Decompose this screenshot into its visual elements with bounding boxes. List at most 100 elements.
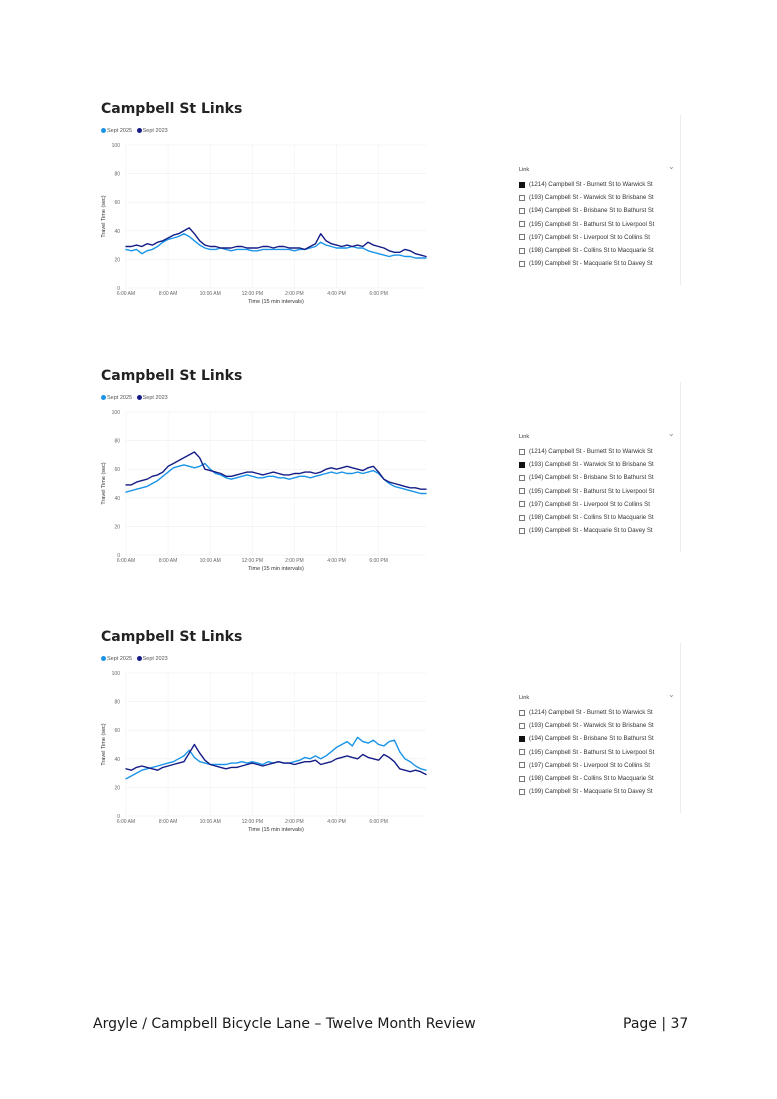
checkbox-checked[interactable] [519,181,525,188]
y-tick-label: 80 [114,700,120,706]
line-chart: 0 20 40 60 80 100 6:00 AM 8:00 AM 10:00 AM 12:00 … [101,671,427,833]
checkbox[interactable] [519,749,525,756]
slicer-header: Link [519,695,530,701]
checkbox[interactable] [519,260,525,267]
y-tick-label: 20 [114,785,120,791]
slicer-option[interactable]: (199) Campbell St - Macquarie St to Dave… [519,257,654,270]
slicer-option[interactable]: (1214) Campbell St - Burnett St to Warwi… [519,445,654,458]
slicer-option[interactable]: (198) Campbell St - Collins St to Macqua… [519,772,654,785]
y-tick-label: 40 [114,757,120,763]
y-tick-label: 20 [114,257,120,263]
checkbox-checked[interactable] [519,735,525,742]
slicer-option[interactable]: (197) Campbell St - Liverpool St to Coll… [519,498,654,511]
slicer-option[interactable]: (193) Campbell St - Warwick St to Brisba… [519,458,654,471]
slicer-option[interactable]: (194) Campbell St - Brisbane St to Bathu… [519,732,654,745]
series-line-sept-2023 [125,227,427,258]
chevron-down-icon[interactable]: ⌄ [668,690,675,699]
slicer-option[interactable]: (193) Campbell St - Warwick St to Brisba… [519,191,654,204]
x-tick-label: 4:00 PM [327,558,346,564]
checkbox[interactable] [519,527,525,534]
slicer-option[interactable]: (195) Campbell St - Bathurst St to Liver… [519,746,654,759]
y-tick-label: 40 [114,229,120,235]
checkbox[interactable] [519,194,525,201]
slicer-option-label: (199) Campbell St - Macquarie St to Dave… [529,788,653,796]
checkbox[interactable] [519,788,525,795]
chart-panel-3: Campbell St Links Sept 2025 Sept 2023 0 2… [0,629,777,839]
checkbox[interactable] [519,234,525,241]
slicer-option-label: (1214) Campbell St - Burnett St to Warwi… [529,181,653,189]
checkbox[interactable] [519,775,525,782]
slicer-option[interactable]: (1214) Campbell St - Burnett St to Warwi… [519,706,654,719]
slicer-option[interactable]: (198) Campbell St - Collins St to Macqua… [519,511,654,524]
y-tick-label: 0 [117,553,120,559]
legend-item-sept-2025: Sept 2025 [101,128,132,134]
slicer-option-label: (193) Campbell St - Warwick St to Brisba… [529,461,654,469]
chart-legend: Sept 2025 Sept 2023 [101,128,171,134]
chevron-down-icon[interactable]: ⌄ [668,429,675,438]
checkbox-checked[interactable] [519,461,525,468]
y-tick-label: 100 [112,410,121,416]
slicer-option[interactable]: (194) Campbell St - Brisbane St to Bathu… [519,204,654,217]
slicer-option-label: (195) Campbell St - Bathurst St to Liver… [529,748,655,756]
slicer-option[interactable]: (193) Campbell St - Warwick St to Brisba… [519,719,654,732]
checkbox[interactable] [519,488,525,495]
checkbox[interactable] [519,501,525,508]
y-tick-label: 80 [114,172,120,178]
slicer-option-label: (199) Campbell St - Macquarie St to Dave… [529,527,653,535]
x-tick-label: 12:00 PM [242,291,263,297]
y-axis-label: Travel Time (sec) [101,723,107,765]
y-tick-label: 100 [112,143,121,149]
checkbox[interactable] [519,762,525,769]
x-tick-label: 6:00 AM [117,819,135,825]
y-tick-label: 100 [112,671,121,677]
x-tick-label: 10:00 AM [200,291,221,297]
y-tick-label: 40 [114,496,120,502]
y-axis-label: Travel Time (sec) [101,195,107,237]
link-slicer[interactable]: Link ⌄ (1214) Campbell St - Burnett St t… [510,643,681,813]
slicer-option-label: (1214) Campbell St - Burnett St to Warwi… [529,709,653,717]
slicer-option[interactable]: (194) Campbell St - Brisbane St to Bathu… [519,471,654,484]
chart-legend: Sept 2025 Sept 2023 [101,395,171,401]
slicer-option[interactable]: (198) Campbell St - Collins St to Macqua… [519,244,654,257]
checkbox[interactable] [519,207,525,214]
checkbox[interactable] [519,709,525,716]
checkbox[interactable] [519,514,525,521]
x-tick-label: 2:00 PM [285,291,304,297]
slicer-option[interactable]: (195) Campbell St - Bathurst St to Liver… [519,218,654,231]
checkbox[interactable] [519,448,525,455]
checkbox[interactable] [519,247,525,254]
checkbox[interactable] [519,474,525,481]
footer-page-number: Page | 37 [623,1016,689,1032]
slicer-option[interactable]: (195) Campbell St - Bathurst St to Liver… [519,485,654,498]
link-slicer[interactable]: Link ⌄ (1214) Campbell St - Burnett St t… [510,382,681,552]
legend-label: Sept 2025 [107,395,133,401]
x-tick-label: 6:00 PM [369,819,388,825]
series-line-sept-2025 [125,462,427,495]
slicer-option-label: (195) Campbell St - Bathurst St to Liver… [529,220,655,228]
slicer-option[interactable]: (199) Campbell St - Macquarie St to Dave… [519,524,654,537]
x-axis-label: Time (15 min intervals) [248,566,304,572]
y-tick-label: 60 [114,200,120,206]
chart-title: Campbell St Links [101,368,243,384]
x-tick-label: 6:00 PM [369,558,388,564]
slicer-option-label: (198) Campbell St - Collins St to Macqua… [529,775,654,783]
legend-label: Sept 2023 [142,656,168,662]
checkbox[interactable] [519,221,525,228]
checkbox[interactable] [519,722,525,729]
slicer-option[interactable]: (199) Campbell St - Macquarie St to Dave… [519,785,654,798]
chart-title: Campbell St Links [101,101,243,117]
legend-item-sept-2025: Sept 2025 [101,395,132,401]
legend-item-sept-2023: Sept 2023 [136,395,168,401]
slicer-option[interactable]: (1214) Campbell St - Burnett St to Warwi… [519,178,654,191]
x-tick-label: 6:00 PM [369,291,388,297]
x-axis-label: Time (15 min intervals) [248,299,304,305]
chevron-down-icon[interactable]: ⌄ [668,162,675,171]
slicer-option[interactable]: (197) Campbell St - Liverpool St to Coll… [519,231,654,244]
legend-item-sept-2023: Sept 2023 [136,656,168,662]
slicer-option-label: (197) Campbell St - Liverpool St to Coll… [529,233,650,241]
x-tick-label: 8:00 AM [159,819,177,825]
link-slicer[interactable]: Link ⌄ (1214) Campbell St - Burnett St t… [510,115,681,285]
slicer-option-label: (195) Campbell St - Bathurst St to Liver… [529,487,655,495]
legend-item-sept-2025: Sept 2025 [101,656,132,662]
slicer-option[interactable]: (197) Campbell St - Liverpool St to Coll… [519,759,654,772]
